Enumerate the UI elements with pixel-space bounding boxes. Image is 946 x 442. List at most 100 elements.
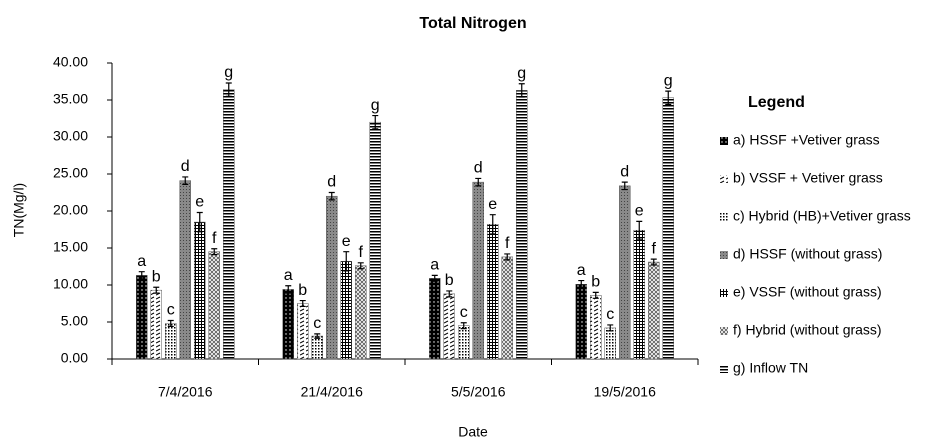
legend-label: d) HSSF (without grass)	[733, 246, 882, 262]
bar-letter: a	[284, 267, 293, 284]
bar	[282, 289, 294, 360]
y-tick-label: 20.00	[53, 202, 88, 218]
bar-letter: d	[181, 158, 190, 175]
bar	[340, 261, 352, 360]
bar	[429, 278, 441, 360]
bar	[516, 90, 528, 360]
error-bar	[153, 286, 160, 294]
y-axis-label: TN(Mg/l)	[11, 183, 27, 237]
legend-swatch	[720, 327, 728, 335]
bar-letter: a	[430, 257, 439, 274]
bar	[223, 89, 235, 360]
x-tick-label: 5/5/2016	[451, 384, 506, 400]
bar	[662, 97, 674, 360]
bar-letter: b	[591, 274, 600, 291]
error-bar	[343, 251, 350, 272]
error-bar	[460, 322, 467, 330]
bar-letter: b	[152, 268, 161, 285]
bar-letter: e	[635, 203, 644, 220]
bar-letter: e	[342, 233, 351, 250]
legend-swatch	[720, 137, 728, 145]
bar	[179, 180, 191, 360]
bar	[165, 323, 177, 360]
error-bar	[592, 291, 599, 299]
error-bar	[607, 324, 614, 332]
error-bar	[372, 114, 379, 130]
legend-swatch	[720, 175, 728, 183]
bar	[311, 335, 323, 360]
bar	[369, 121, 381, 360]
error-bar	[357, 262, 364, 270]
legend-label: a) HSSF +Vetiver grass	[733, 132, 880, 148]
bar-letter: c	[167, 302, 175, 319]
bar	[604, 327, 616, 360]
bar	[208, 251, 220, 360]
bar	[575, 284, 587, 360]
error-bar	[431, 274, 438, 282]
bar-letter: d	[474, 160, 483, 177]
error-bar	[285, 285, 292, 294]
x-tick-label: 7/4/2016	[158, 384, 213, 400]
legend-swatch	[720, 365, 728, 373]
error-bar	[196, 211, 203, 233]
bar-letter: f	[505, 235, 510, 252]
bar	[648, 261, 660, 360]
bar-letter: d	[327, 174, 336, 191]
error-bar	[167, 319, 174, 328]
error-bar	[518, 83, 525, 98]
legend-label: e) VSSF (without grass)	[733, 284, 882, 300]
legend-label: g) Inflow TN	[733, 360, 808, 376]
y-tick-label: 30.00	[53, 128, 88, 144]
y-tick-label: 0.00	[61, 350, 88, 366]
error-bar	[299, 299, 306, 308]
bar-letter: e	[488, 196, 497, 213]
bar	[150, 289, 162, 360]
x-tick-label: 21/4/2016	[301, 384, 363, 400]
bar	[501, 256, 513, 360]
legend-title: Legend	[748, 94, 805, 111]
bar-letter: g	[517, 65, 526, 82]
x-tick-label: 19/5/2016	[594, 384, 656, 400]
bar-letter: c	[313, 315, 321, 332]
bar	[355, 265, 367, 360]
error-bar	[225, 82, 232, 97]
chart-title: Total Nitrogen	[419, 15, 526, 32]
bar	[443, 293, 455, 360]
bar-letter: g	[224, 64, 233, 81]
legend-label: b) VSSF + Vetiver grass	[733, 170, 883, 186]
legend-swatch	[720, 213, 728, 221]
bar-letter: e	[195, 194, 204, 211]
bar-letter: f	[359, 244, 364, 261]
y-tick-label: 35.00	[53, 91, 88, 107]
bar	[472, 181, 484, 360]
bar-letter: f	[212, 230, 217, 247]
bar-letter: b	[445, 272, 454, 289]
bar	[326, 195, 338, 360]
y-tick-label: 25.00	[53, 165, 88, 181]
legend-swatch	[720, 251, 728, 259]
bar	[194, 221, 206, 360]
error-bar	[636, 220, 643, 240]
error-bar	[665, 90, 672, 106]
bar	[487, 224, 499, 360]
bar	[590, 295, 602, 360]
y-tick-label: 10.00	[53, 276, 88, 292]
y-tick-label: 15.00	[53, 239, 88, 255]
bar	[297, 303, 309, 360]
bar-letter: a	[137, 253, 146, 270]
legend-label: c) Hybrid (HB)+Vetiver grass	[733, 208, 911, 224]
bar	[633, 229, 645, 360]
bar-letter: d	[620, 163, 629, 180]
bar	[458, 325, 470, 360]
bar-letter: c	[606, 306, 614, 323]
error-bar	[504, 253, 511, 261]
error-bar	[621, 181, 628, 191]
bar-letter: f	[652, 240, 657, 257]
error-bar	[489, 214, 496, 235]
error-bar	[182, 176, 189, 185]
error-bar	[650, 258, 657, 266]
bar-letter: g	[371, 97, 380, 114]
error-bar	[578, 279, 585, 289]
bar	[619, 185, 631, 360]
